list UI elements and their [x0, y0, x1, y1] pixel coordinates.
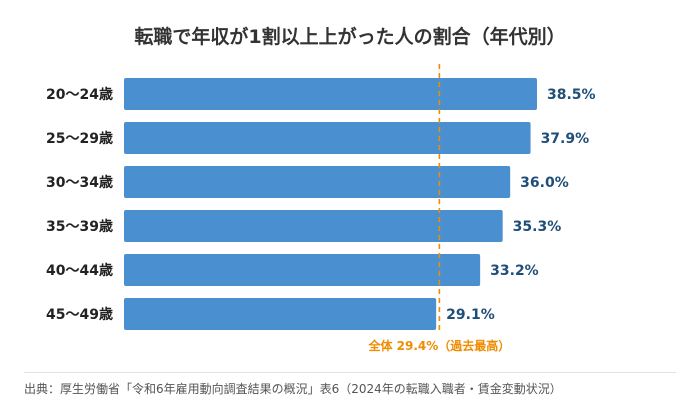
value-label: 35.3%	[513, 219, 562, 235]
value-label: 33.2%	[490, 263, 539, 279]
bar	[124, 298, 437, 330]
category-label: 25〜29歳	[46, 130, 113, 147]
bar	[124, 166, 511, 198]
bar	[124, 210, 503, 242]
bar	[124, 254, 481, 286]
category-label: 45〜49歳	[46, 306, 113, 323]
bar	[124, 78, 537, 110]
reference-label: 全体 29.4%（過去最高）	[367, 338, 510, 353]
category-label: 35〜39歳	[46, 218, 113, 235]
value-label: 29.1%	[446, 307, 495, 323]
value-label: 37.9%	[541, 131, 590, 147]
chart-title: 転職で年収が1割以上上がった人の割合（年代別）	[134, 26, 566, 48]
divider	[24, 372, 676, 373]
value-label: 38.5%	[547, 87, 596, 103]
value-label: 36.0%	[520, 175, 569, 191]
category-label: 30〜34歳	[46, 174, 113, 191]
bar	[124, 122, 531, 154]
category-label: 40〜44歳	[46, 262, 113, 279]
category-label: 20〜24歳	[46, 86, 113, 103]
source-note: 出典：厚生労働省「令和6年雇用動向調査結果の概況」表6（2024年の転職入職者・…	[24, 382, 562, 396]
